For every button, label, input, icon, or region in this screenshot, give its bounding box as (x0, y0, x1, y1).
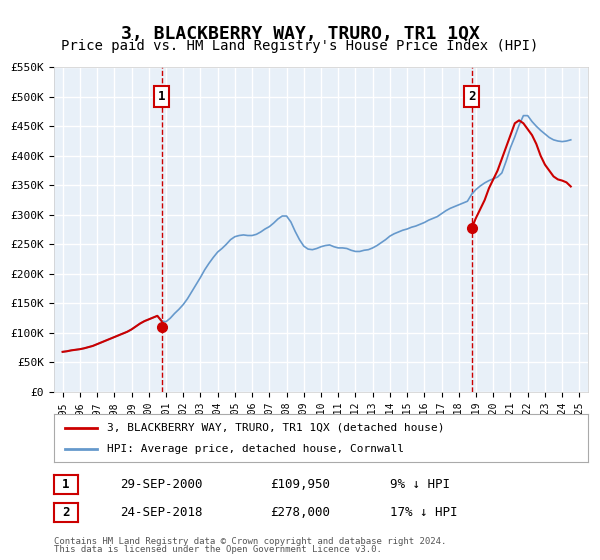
Text: This data is licensed under the Open Government Licence v3.0.: This data is licensed under the Open Gov… (54, 545, 382, 554)
Text: 2: 2 (468, 90, 475, 103)
Text: Price paid vs. HM Land Registry's House Price Index (HPI): Price paid vs. HM Land Registry's House … (61, 39, 539, 53)
Text: 9% ↓ HPI: 9% ↓ HPI (390, 478, 450, 491)
Text: 29-SEP-2000: 29-SEP-2000 (120, 478, 203, 491)
Text: 3, BLACKBERRY WAY, TRURO, TR1 1QX: 3, BLACKBERRY WAY, TRURO, TR1 1QX (121, 25, 479, 43)
Text: £278,000: £278,000 (270, 506, 330, 519)
Text: 3, BLACKBERRY WAY, TRURO, TR1 1QX (detached house): 3, BLACKBERRY WAY, TRURO, TR1 1QX (detac… (107, 423, 445, 433)
Text: 17% ↓ HPI: 17% ↓ HPI (390, 506, 458, 519)
Text: £109,950: £109,950 (270, 478, 330, 491)
Text: Contains HM Land Registry data © Crown copyright and database right 2024.: Contains HM Land Registry data © Crown c… (54, 537, 446, 546)
Text: HPI: Average price, detached house, Cornwall: HPI: Average price, detached house, Corn… (107, 444, 404, 454)
Text: 1: 1 (62, 478, 70, 491)
Text: 1: 1 (158, 90, 166, 103)
Text: 2: 2 (62, 506, 70, 519)
Text: 24-SEP-2018: 24-SEP-2018 (120, 506, 203, 519)
